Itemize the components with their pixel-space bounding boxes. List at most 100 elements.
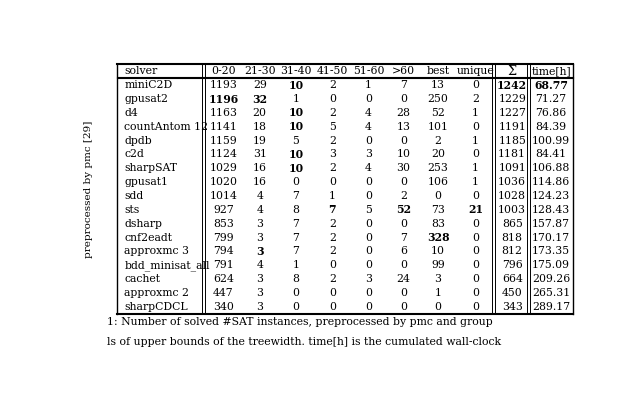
- Text: 1159: 1159: [209, 136, 237, 145]
- Text: 0: 0: [472, 150, 479, 160]
- Text: 328: 328: [427, 232, 449, 243]
- Text: 1: 1: [365, 80, 372, 90]
- Text: 1: 1: [292, 94, 300, 104]
- Text: 1181: 1181: [498, 150, 526, 160]
- Text: 0: 0: [400, 219, 407, 229]
- Text: 31: 31: [253, 150, 267, 160]
- Text: 157.87: 157.87: [532, 219, 570, 229]
- Text: 51-60: 51-60: [353, 66, 385, 77]
- Text: 5: 5: [329, 122, 336, 132]
- Text: 1227: 1227: [499, 108, 526, 118]
- Text: dpdb: dpdb: [124, 136, 152, 145]
- Text: 1: Number of solved #SAT instances, preprocessed by pmc and group: 1: Number of solved #SAT instances, prep…: [108, 317, 493, 327]
- Text: 18: 18: [253, 122, 267, 132]
- Text: sts: sts: [124, 205, 140, 215]
- Text: 1: 1: [472, 108, 479, 118]
- Text: 0: 0: [400, 177, 407, 187]
- Text: 865: 865: [502, 219, 523, 229]
- Text: 0: 0: [400, 288, 407, 298]
- Text: 0: 0: [472, 260, 479, 270]
- Text: 4: 4: [365, 163, 372, 173]
- Text: 818: 818: [502, 233, 523, 243]
- Text: 0: 0: [472, 302, 479, 312]
- Text: countAntom 12: countAntom 12: [124, 122, 209, 132]
- Text: time[h]: time[h]: [531, 66, 571, 77]
- Text: 3: 3: [256, 233, 263, 243]
- Text: 173.35: 173.35: [532, 246, 570, 256]
- Text: 4: 4: [256, 191, 263, 201]
- Text: 7: 7: [292, 233, 300, 243]
- Text: 927: 927: [213, 205, 234, 215]
- Text: 450: 450: [502, 288, 523, 298]
- Text: 0: 0: [365, 177, 372, 187]
- Text: 7: 7: [292, 191, 300, 201]
- Text: 8: 8: [292, 205, 300, 215]
- Text: 2: 2: [329, 233, 336, 243]
- Text: c2d: c2d: [124, 150, 144, 160]
- Text: 100.99: 100.99: [532, 136, 570, 145]
- Text: 4: 4: [256, 205, 263, 215]
- Text: 1003: 1003: [498, 205, 526, 215]
- Text: 2: 2: [329, 108, 336, 118]
- Text: 3: 3: [256, 274, 263, 284]
- Text: 265.31: 265.31: [532, 288, 570, 298]
- Text: 3: 3: [329, 150, 336, 160]
- Text: 794: 794: [213, 246, 234, 256]
- Text: 340: 340: [213, 302, 234, 312]
- Text: preprocessed by pmc [29]: preprocessed by pmc [29]: [84, 120, 93, 258]
- Text: 0: 0: [400, 94, 407, 104]
- Text: 7: 7: [292, 219, 300, 229]
- Text: 289.17: 289.17: [532, 302, 570, 312]
- Text: 1036: 1036: [498, 177, 526, 187]
- Text: 2: 2: [329, 80, 336, 90]
- Text: 1: 1: [292, 260, 300, 270]
- Text: 0: 0: [472, 246, 479, 256]
- Text: 253: 253: [428, 163, 449, 173]
- Text: 29: 29: [253, 80, 267, 90]
- Text: 2: 2: [329, 274, 336, 284]
- Text: 1191: 1191: [499, 122, 526, 132]
- Text: 41-50: 41-50: [317, 66, 348, 77]
- Text: solver: solver: [124, 66, 157, 77]
- Text: 791: 791: [213, 260, 234, 270]
- Text: 52: 52: [396, 204, 411, 215]
- Text: 0: 0: [472, 233, 479, 243]
- Text: 7: 7: [400, 80, 407, 90]
- Text: 0: 0: [400, 136, 407, 145]
- Text: 3: 3: [256, 219, 263, 229]
- Text: 83: 83: [431, 219, 445, 229]
- Text: 84.39: 84.39: [536, 122, 567, 132]
- Text: 1124: 1124: [209, 150, 237, 160]
- Text: 8: 8: [292, 274, 300, 284]
- Text: 10: 10: [396, 150, 410, 160]
- Text: sharpSAT: sharpSAT: [124, 163, 177, 173]
- Text: 10: 10: [289, 80, 303, 91]
- Text: 0: 0: [365, 246, 372, 256]
- Text: 0: 0: [400, 260, 407, 270]
- Text: ls of upper bounds of the treewidth. time[h] is the cumulated wall-clock: ls of upper bounds of the treewidth. tim…: [108, 337, 501, 347]
- Text: 4: 4: [256, 260, 263, 270]
- Text: approxmc 2: approxmc 2: [124, 288, 189, 298]
- Text: 99: 99: [431, 260, 445, 270]
- Text: cachet: cachet: [124, 274, 160, 284]
- Text: Σ: Σ: [508, 65, 516, 78]
- Text: 68.77: 68.77: [534, 80, 568, 91]
- Text: 73: 73: [431, 205, 445, 215]
- Text: 0: 0: [329, 260, 336, 270]
- Text: 7: 7: [328, 204, 336, 215]
- Text: 0: 0: [400, 302, 407, 312]
- Text: unique: unique: [456, 66, 494, 77]
- Text: 20: 20: [431, 150, 445, 160]
- Text: 4: 4: [365, 122, 372, 132]
- Text: 32: 32: [252, 93, 268, 105]
- Text: 1: 1: [472, 177, 479, 187]
- Text: 0: 0: [365, 288, 372, 298]
- Text: 106: 106: [428, 177, 449, 187]
- Text: best: best: [426, 66, 449, 77]
- Text: 796: 796: [502, 260, 523, 270]
- Text: 2: 2: [329, 246, 336, 256]
- Text: 1: 1: [435, 288, 442, 298]
- Text: 10: 10: [431, 246, 445, 256]
- Text: 1091: 1091: [499, 163, 526, 173]
- Text: 0: 0: [435, 302, 442, 312]
